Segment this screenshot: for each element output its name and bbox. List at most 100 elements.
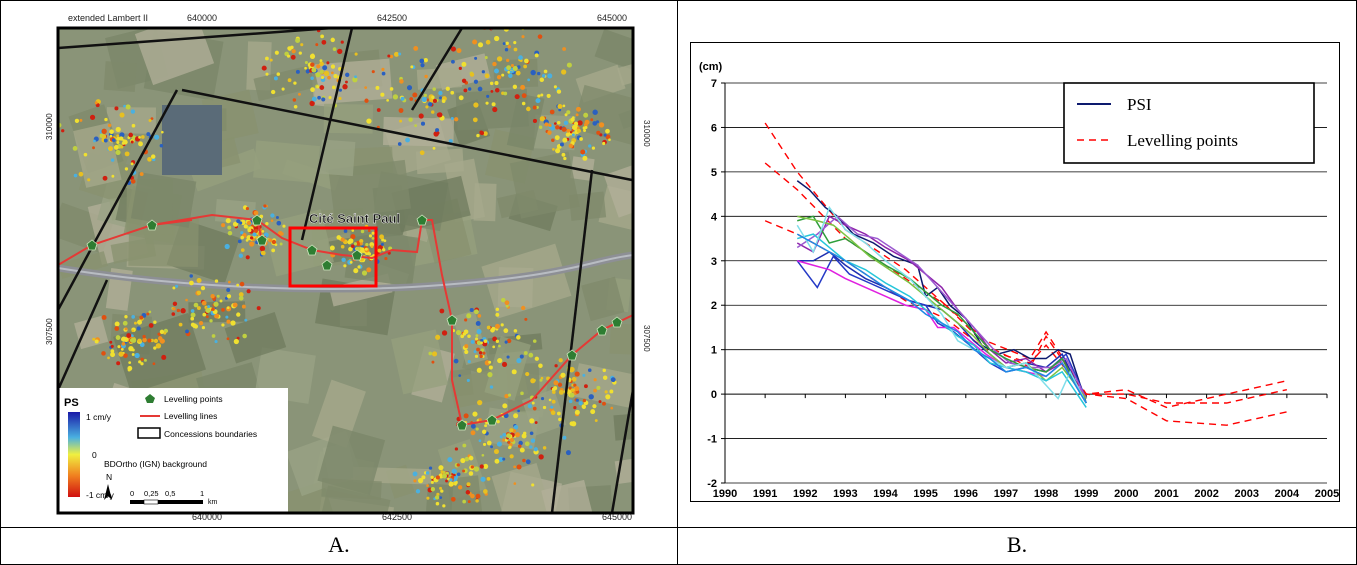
levelling-point bbox=[86, 239, 98, 251]
ps-dot bbox=[253, 225, 259, 231]
ps-dot bbox=[451, 59, 455, 64]
ps-dot bbox=[171, 312, 176, 316]
ps-dot bbox=[575, 398, 579, 402]
ps-dot bbox=[297, 92, 301, 96]
ps-dot bbox=[523, 351, 528, 355]
map-field bbox=[416, 67, 463, 90]
ps-dot bbox=[110, 344, 114, 348]
ps-dot bbox=[431, 360, 435, 364]
ps-dot bbox=[123, 353, 128, 358]
ps-dot bbox=[342, 84, 348, 90]
ps-dot bbox=[476, 340, 482, 346]
ps-dot bbox=[568, 386, 572, 390]
ps-dot bbox=[270, 213, 275, 218]
ps-color-scale bbox=[68, 412, 80, 497]
ps-dot bbox=[386, 98, 389, 102]
map-field bbox=[315, 485, 391, 513]
ps-dot bbox=[504, 393, 509, 399]
ps-dot bbox=[550, 405, 554, 409]
ps-dot bbox=[265, 72, 269, 76]
ps-dot bbox=[525, 371, 530, 377]
ps-dot bbox=[150, 154, 156, 159]
ps-dot bbox=[592, 121, 598, 126]
ps-dot bbox=[502, 432, 507, 437]
ps-dot bbox=[260, 250, 266, 256]
ps-dot bbox=[357, 265, 361, 269]
ps-dot bbox=[148, 118, 152, 122]
ps-dot bbox=[147, 338, 152, 343]
ps-dot bbox=[101, 128, 107, 135]
ps-dot bbox=[466, 482, 471, 487]
map-field bbox=[110, 237, 157, 264]
psi-series-5 bbox=[796, 215, 1087, 399]
levelling-point bbox=[596, 324, 608, 336]
ps-dot bbox=[569, 392, 575, 398]
ps-dot bbox=[480, 348, 485, 352]
ps-dot bbox=[492, 336, 498, 342]
ps-dot bbox=[102, 175, 108, 181]
ps-dot bbox=[270, 219, 274, 222]
ps-dot bbox=[501, 73, 505, 77]
ps-dot bbox=[338, 88, 342, 92]
ps-dot bbox=[484, 424, 488, 428]
ps-dot bbox=[516, 464, 522, 470]
ps-dot bbox=[496, 56, 503, 62]
ps-dot bbox=[588, 144, 592, 148]
x-tick-label: 1992 bbox=[793, 488, 817, 500]
ps-dot bbox=[479, 354, 483, 359]
ps-dot bbox=[347, 240, 352, 245]
ps-dot bbox=[332, 47, 337, 52]
ps-dot bbox=[394, 51, 399, 57]
ps-dot bbox=[508, 73, 513, 79]
ps-dot bbox=[336, 235, 341, 240]
ps-dot bbox=[236, 312, 241, 317]
ps-dot bbox=[512, 65, 518, 71]
ps-dot bbox=[432, 351, 438, 357]
ps-dot bbox=[146, 312, 150, 316]
ps-dot bbox=[281, 87, 285, 91]
ps-dot bbox=[475, 493, 481, 499]
ps-dot bbox=[114, 106, 119, 111]
ps-dot bbox=[298, 51, 302, 55]
ps-dot bbox=[161, 354, 167, 360]
ps-dot bbox=[226, 306, 230, 310]
ps-dot bbox=[590, 118, 594, 122]
ps-dot bbox=[119, 112, 125, 118]
ps-dot bbox=[447, 477, 450, 481]
ps-dot bbox=[513, 424, 519, 430]
ps-dot bbox=[486, 325, 491, 330]
x-tick-label: 1999 bbox=[1074, 488, 1098, 500]
ps-dot bbox=[438, 90, 443, 96]
ps-dot bbox=[226, 288, 231, 292]
ps-dot bbox=[494, 323, 500, 329]
ps-dot bbox=[458, 374, 462, 377]
ps-dot bbox=[470, 339, 475, 344]
ps-dot bbox=[238, 253, 244, 258]
ps-dot bbox=[117, 345, 121, 349]
ps-dot bbox=[439, 496, 443, 499]
ps-dot bbox=[178, 322, 183, 327]
ps-dot bbox=[143, 358, 147, 362]
ps-dot bbox=[399, 79, 404, 84]
ps-dot bbox=[419, 150, 425, 156]
ps-dot bbox=[159, 329, 165, 334]
legend-psi-label: PSI bbox=[1127, 95, 1152, 114]
ps-dot bbox=[497, 357, 503, 364]
ps-dot bbox=[120, 347, 124, 351]
ps-dot bbox=[575, 106, 581, 112]
ps-dot bbox=[221, 308, 225, 312]
ps-dot bbox=[507, 45, 511, 49]
map-field bbox=[263, 209, 334, 277]
ps-dot bbox=[480, 341, 483, 345]
levelling-point bbox=[146, 219, 158, 231]
scalebar-2: 0,5 bbox=[165, 489, 175, 498]
ps-dot bbox=[315, 72, 321, 78]
ps-dot bbox=[150, 117, 154, 121]
ps-dot bbox=[364, 86, 368, 90]
ps-dot bbox=[153, 346, 157, 350]
ps-dot bbox=[501, 361, 508, 368]
ps-dot bbox=[507, 393, 512, 397]
map-field bbox=[473, 183, 497, 222]
ps-dot bbox=[201, 300, 207, 306]
ps-dot bbox=[494, 458, 500, 464]
